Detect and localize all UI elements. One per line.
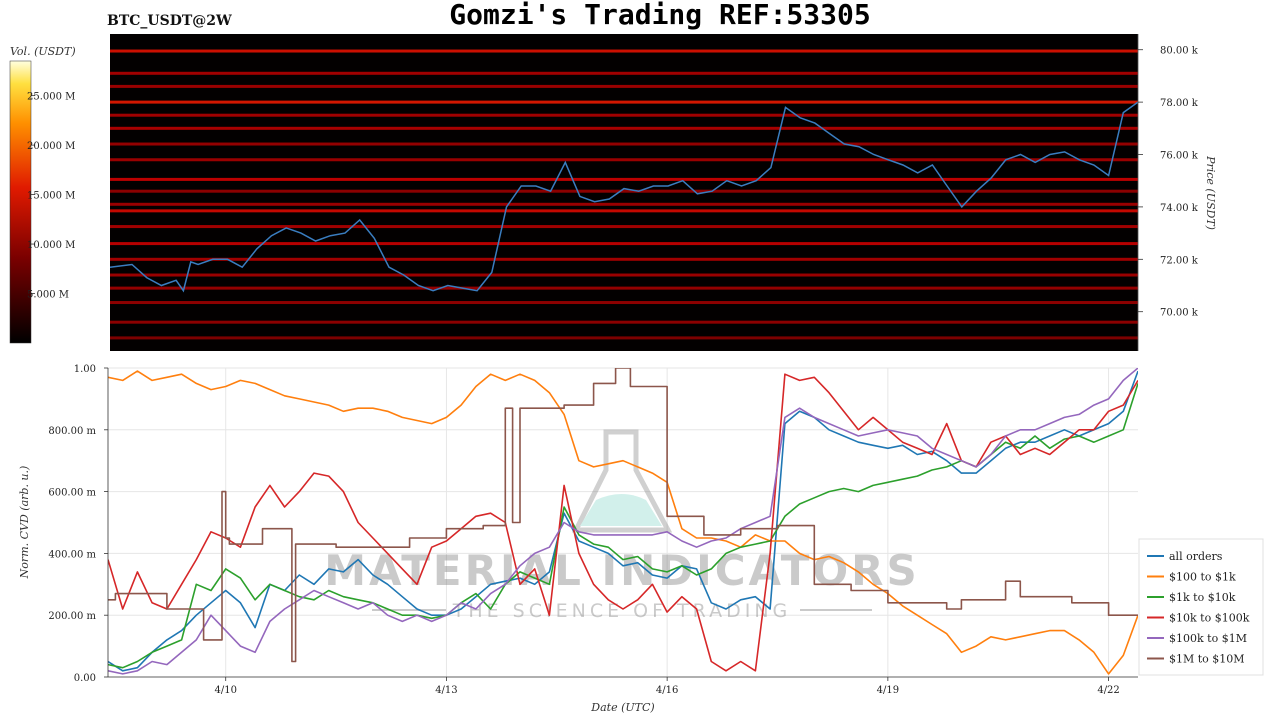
order-level-band [110,158,1138,162]
colorbar-tick-label: 15.000 M [27,191,75,202]
order-level-band [110,100,1138,104]
legend: all orders $100 to $1k $1k to $10k $10k to … [1138,538,1264,676]
cvd-y-tick-label: 800.00 m [48,426,96,437]
colorbar [9,60,32,344]
order-level-band [110,225,1138,229]
order-level-band [110,49,1138,53]
cvd-y-tick-label: 400.00 m [48,549,96,560]
symbol-label: BTC_USDT@2W [107,13,232,29]
cvd-series [108,368,1138,675]
watermark: MATERIAL INDICATORS THE SCIENCE OF TRADI… [324,429,920,622]
chart-title: Gomzi's Trading REF:53305 [449,0,870,31]
price-axis-label: Price (USDT) [1204,155,1217,230]
colorbar-tick-label: 5.000 M [27,290,69,301]
order-level-band [110,113,1138,117]
legend-box [1138,538,1264,676]
order-book-levels [110,49,1138,340]
cvd-y-tick-label: 600.00 m [48,488,96,499]
cvd-x-axis-ticks: 4/10 4/13 4/16 4/19 4/22 [214,677,1120,696]
order-level-band [110,286,1138,290]
legend-entry: $100 to $1k [1169,571,1236,584]
cvd-y-axis-label: Norm. CVD (arb. u.) [18,466,31,580]
cvd-x-axis-label: Date (UTC) [590,701,654,714]
cvd-x-tick-label: 4/16 [656,685,678,696]
cvd-y-tick-label: 1.00 [74,364,96,375]
order-level-band [110,301,1138,305]
cvd-series-line-5 [108,368,1138,663]
cvd-y-tick-label: 0.00 [74,673,96,684]
watermark-line2: THE SCIENCE OF TRADING [452,600,792,622]
price-tick-label: 74.00 k [1160,203,1199,214]
order-level-band [110,202,1138,206]
order-level-band [110,177,1138,181]
legend-items: all orders $100 to $1k $1k to $10k $10k to … [1147,550,1250,666]
cvd-series-line-4 [108,368,1138,675]
cvd-x-tick-label: 4/22 [1097,685,1119,696]
flask-liquid-icon [580,494,662,526]
order-level-band [110,320,1138,324]
colorbar-ticks: 25.000 M 20.000 M 15.000 M 10.000 M 5.000 M [27,92,75,301]
order-level-band [110,273,1138,277]
order-level-band [110,336,1138,340]
price-tick-label: 76.00 k [1160,151,1199,162]
legend-entry: $1k to $10k [1169,591,1236,604]
legend-entry: $10k to $100k [1169,612,1250,625]
cvd-x-tick-label: 4/19 [877,685,899,696]
cvd-y-axis-ticks: 0.00 200.00 m 400.00 m 600.00 m 800.00 m 1.00 [48,364,108,684]
flask-icon [571,429,673,533]
price-tick-label: 70.00 k [1160,308,1199,319]
legend-entry: $100k to $1M [1169,632,1247,645]
price-tick-label: 80.00 k [1160,46,1199,57]
legend-entry: all orders [1169,550,1223,563]
price-axis-ticks: 70.00 k 72.00 k 74.00 k 76.00 k 78.00 k 80.00… [1138,46,1199,319]
order-level-band [110,84,1138,88]
legend-entry: $1M to $10M [1169,653,1245,666]
colorbar-label: Vol. (USDT) [10,45,76,58]
order-level-band [110,71,1138,75]
order-level-band [110,209,1138,213]
order-level-band [110,142,1138,146]
order-level-band [110,189,1138,193]
heatmap-panel: 70.00 k 72.00 k 74.00 k 76.00 k 78.00 k 80.00… [110,34,1217,351]
order-level-band [110,242,1138,246]
colorbar-tick-label: 25.000 M [27,92,75,103]
cvd-y-tick-label: 200.00 m [48,611,96,622]
colorbar-tick-label: 20.000 M [27,141,75,152]
price-line [110,101,1138,293]
price-tick-label: 78.00 k [1160,98,1199,109]
cvd-x-tick-label: 4/10 [214,685,236,696]
watermark-line1: MATERIAL INDICATORS [324,546,920,595]
colorbar-tick-label: 10.000 M [27,240,75,251]
cvd-plot-area [108,368,1138,677]
cvd-panel: MATERIAL INDICATORS THE SCIENCE OF TRADI… [18,364,1264,714]
cvd-x-tick-label: 4/13 [435,685,457,696]
order-level-band [110,126,1138,130]
price-tick-label: 72.00 k [1160,255,1199,266]
order-level-band [110,257,1138,261]
cvd-series-line-1 [108,370,1138,675]
